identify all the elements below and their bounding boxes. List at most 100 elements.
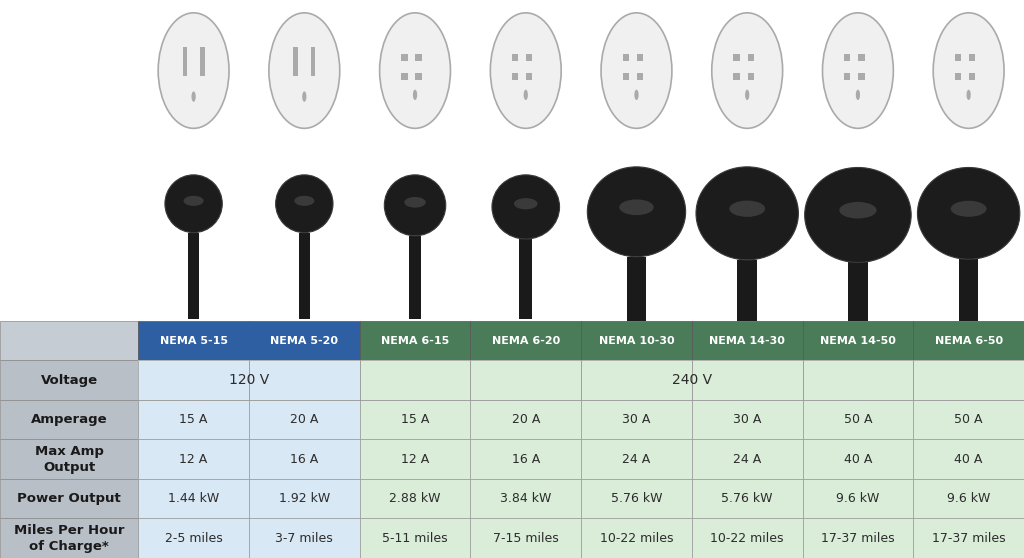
Text: 15 A: 15 A [400,413,429,426]
Text: 9.6 kW: 9.6 kW [947,492,990,505]
Text: NEMA 6-50: NEMA 6-50 [935,335,1002,345]
Bar [188,233,199,319]
Bar [470,360,582,400]
Bar [582,360,692,400]
Bar [969,54,976,61]
Text: Voltage: Voltage [41,374,97,387]
Bar [803,321,913,360]
Bar [470,400,582,440]
Bar [249,440,359,479]
Ellipse shape [183,196,204,206]
Bar [913,400,1024,440]
Bar [582,321,692,360]
Bar [201,47,205,76]
Bar [526,54,532,61]
Ellipse shape [380,13,451,128]
Ellipse shape [275,175,333,233]
Ellipse shape [840,202,877,219]
Bar [803,479,913,518]
Bar [0,400,138,440]
Bar [969,73,976,80]
Bar [138,440,249,479]
Bar [692,360,803,400]
Ellipse shape [413,90,417,100]
Text: 17-37 miles: 17-37 miles [932,532,1006,545]
Text: 3-7 miles: 3-7 miles [275,532,333,545]
Ellipse shape [729,200,765,217]
Text: NEMA 6-15: NEMA 6-15 [381,335,450,345]
Text: 2.88 kW: 2.88 kW [389,492,440,505]
Ellipse shape [712,13,782,128]
Bar [913,440,1024,479]
Bar [0,518,138,558]
Bar [249,479,359,518]
Bar [311,47,315,76]
Bar [958,259,978,324]
Text: NEMA 14-30: NEMA 14-30 [710,335,785,345]
Bar [519,239,532,319]
Ellipse shape [294,196,314,206]
Ellipse shape [191,92,196,102]
Text: 9.6 kW: 9.6 kW [837,492,880,505]
Bar [748,54,754,61]
Text: 5.76 kW: 5.76 kW [722,492,773,505]
Bar [737,260,757,324]
Bar [858,73,864,80]
Bar [359,400,470,440]
Text: Max Amp
Output: Max Amp Output [35,445,103,474]
Text: 12 A: 12 A [179,453,208,466]
Bar [512,73,518,80]
Bar [249,400,359,440]
Ellipse shape [620,199,653,215]
Bar [637,54,643,61]
Bar [359,518,470,558]
Bar [359,479,470,518]
Text: NEMA 5-20: NEMA 5-20 [270,335,338,345]
Ellipse shape [165,175,222,233]
Ellipse shape [158,13,229,128]
Ellipse shape [601,13,672,128]
Text: 50 A: 50 A [954,413,983,426]
Bar [359,360,470,400]
Bar [416,54,422,61]
Bar [470,518,582,558]
Text: 24 A: 24 A [733,453,761,466]
Text: 120 V: 120 V [228,373,269,387]
Text: 12 A: 12 A [401,453,429,466]
Text: 20 A: 20 A [512,413,540,426]
Text: 10-22 miles: 10-22 miles [711,532,784,545]
Text: 1.92 kW: 1.92 kW [279,492,330,505]
Text: Miles Per Hour
of Charge*: Miles Per Hour of Charge* [14,524,124,553]
Ellipse shape [822,13,893,128]
Ellipse shape [634,90,639,100]
Text: 17-37 miles: 17-37 miles [821,532,895,545]
Bar [692,479,803,518]
Ellipse shape [918,167,1020,259]
Bar [637,73,643,80]
Bar [293,47,298,76]
Bar [138,360,249,400]
Ellipse shape [696,167,799,260]
Bar [858,54,864,61]
Ellipse shape [384,175,445,236]
Ellipse shape [523,90,528,100]
Bar [526,73,532,80]
Bar [0,440,138,479]
Bar [692,440,803,479]
Bar [954,73,962,80]
Text: 16 A: 16 A [512,453,540,466]
Bar [733,54,739,61]
Ellipse shape [805,167,911,262]
Ellipse shape [745,90,750,100]
Ellipse shape [269,13,340,128]
Bar [416,73,422,80]
Bar [954,54,962,61]
Bar [138,321,249,360]
Text: 40 A: 40 A [954,453,983,466]
Text: 30 A: 30 A [733,413,762,426]
Text: 1.44 kW: 1.44 kW [168,492,219,505]
Text: NEMA 14-50: NEMA 14-50 [820,335,896,345]
Text: 3.84 kW: 3.84 kW [500,492,552,505]
Bar [512,54,518,61]
Ellipse shape [588,167,686,257]
